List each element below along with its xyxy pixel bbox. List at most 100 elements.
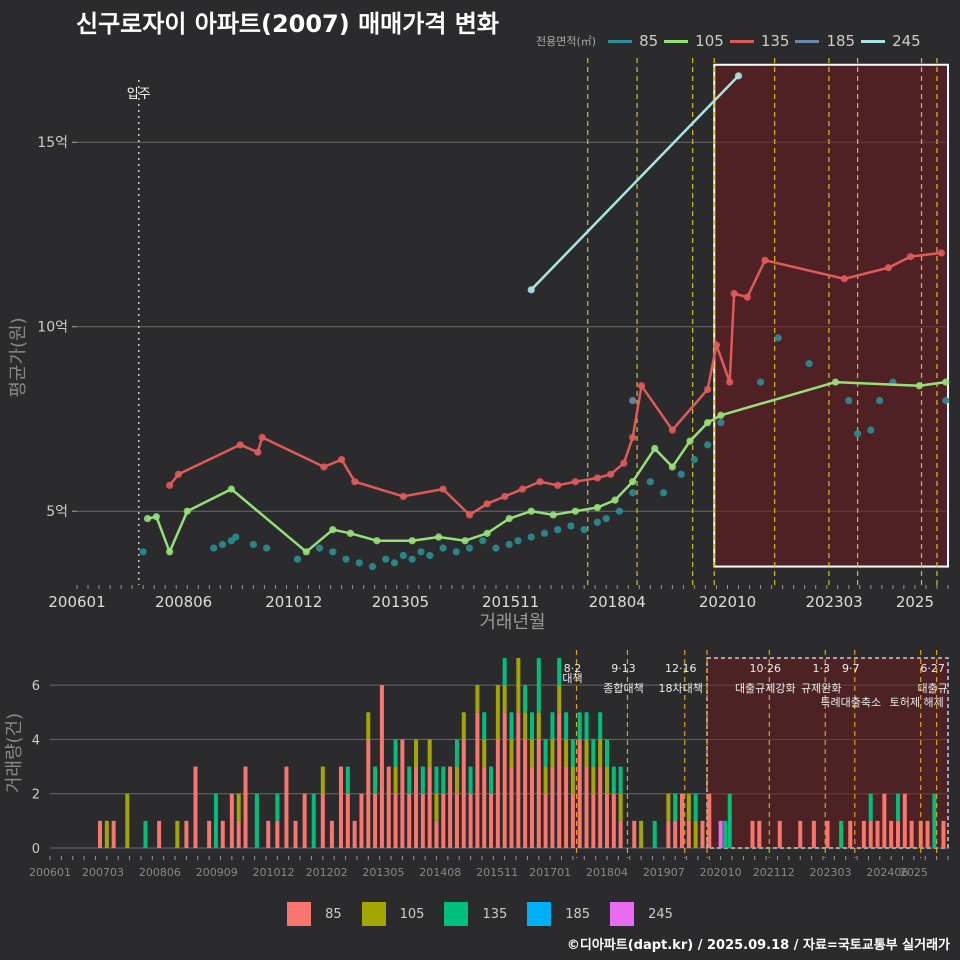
- y-tick-label: 10억: [37, 320, 68, 336]
- bar-85: [266, 820, 271, 848]
- bar-85: [220, 820, 225, 848]
- data-point-105: [942, 378, 950, 386]
- series-line-105: [147, 380, 946, 556]
- data-point-135: [629, 433, 637, 442]
- y-axis-title: 평균가(원): [8, 317, 29, 397]
- bar-105: [618, 793, 623, 821]
- legend-label: 85: [639, 32, 659, 50]
- data-point-85: [567, 522, 575, 530]
- data-point-245: [527, 286, 535, 294]
- bar-85: [302, 793, 307, 848]
- bar-85: [509, 766, 514, 848]
- data-point-105: [549, 511, 557, 519]
- bar-85: [482, 766, 487, 848]
- data-point-105: [527, 507, 535, 515]
- bar-85: [875, 820, 880, 848]
- legend-item-135: 135: [729, 32, 789, 50]
- legend-swatch: [861, 39, 886, 43]
- bar-legend-label: 135: [482, 906, 508, 922]
- data-point-105: [435, 533, 443, 541]
- bar-85: [909, 820, 914, 848]
- bar-legend-label: 85: [325, 906, 342, 922]
- bar-135: [407, 766, 412, 794]
- bar-135: [570, 739, 575, 767]
- bar-105: [427, 739, 432, 767]
- data-point-85: [942, 396, 950, 405]
- x-tick-label: 201804: [589, 593, 646, 611]
- data-point-85: [232, 533, 240, 541]
- bar-135: [723, 820, 728, 848]
- bar-x-tick-label: 201305: [362, 866, 404, 879]
- data-point-85: [845, 396, 853, 405]
- data-point-105: [166, 548, 174, 556]
- data-point-105: [915, 382, 923, 390]
- data-point-105: [668, 463, 676, 471]
- bar-85: [461, 739, 466, 848]
- data-point-135: [174, 470, 183, 478]
- data-point-105: [346, 529, 355, 537]
- policy-date-label: 1·3: [812, 662, 830, 675]
- bar-85: [366, 739, 371, 848]
- bar-105: [461, 712, 466, 740]
- bar-legend-swatch: [610, 902, 635, 926]
- bar-x-tick-label: 202112: [753, 866, 795, 879]
- bar-135: [143, 820, 148, 848]
- data-point-135: [536, 478, 544, 486]
- policy-date-label: 8·2: [564, 662, 582, 675]
- bar-85: [811, 820, 816, 848]
- bar-85: [618, 820, 623, 848]
- bar-85: [352, 820, 357, 848]
- data-point-85: [368, 562, 377, 571]
- data-point-85: [139, 548, 147, 556]
- bar-135: [591, 739, 596, 767]
- data-point-85: [540, 529, 549, 537]
- data-point-105: [505, 514, 513, 523]
- data-point-85: [677, 470, 685, 478]
- bar-85: [236, 820, 241, 848]
- bar-85: [798, 820, 803, 848]
- bar-135: [598, 712, 603, 740]
- data-point-105: [629, 478, 637, 486]
- data-point-85: [602, 514, 610, 523]
- bar-135: [345, 766, 350, 794]
- bar-85: [243, 766, 248, 848]
- bar-105: [686, 793, 691, 821]
- y-tick-label: 15억: [37, 135, 68, 151]
- bar-y-axis-title: 거래량(건): [4, 713, 25, 793]
- bar-85: [750, 820, 755, 848]
- data-point-105: [227, 485, 235, 493]
- bar-105: [393, 766, 398, 794]
- data-point-135: [338, 455, 346, 464]
- bar-85: [284, 766, 289, 848]
- move-in-label: 입주: [127, 87, 151, 102]
- bar-85: [448, 766, 453, 848]
- data-point-135: [743, 293, 751, 301]
- data-point-135: [166, 481, 174, 489]
- legend-swatch: [608, 39, 633, 43]
- policy-name-label: 대출규: [917, 682, 947, 695]
- bar-85: [157, 820, 162, 848]
- data-point-85: [293, 555, 302, 563]
- bar-135: [673, 793, 678, 821]
- bar-x-tick-label: 201202: [306, 866, 348, 879]
- bar-105: [693, 820, 698, 848]
- bar-legend-swatch: [361, 902, 386, 926]
- bar-85: [193, 766, 198, 848]
- bar-105: [550, 739, 555, 767]
- bar-y-tick-label: 2: [32, 788, 40, 803]
- data-point-185: [629, 396, 637, 405]
- bar-legend: 85 105 135 185 245: [0, 900, 960, 928]
- x-tick-label: 2025: [896, 593, 934, 611]
- bar-105: [591, 766, 596, 794]
- data-point-135: [637, 382, 646, 390]
- data-point-135: [554, 481, 562, 489]
- data-point-135: [593, 474, 601, 482]
- legend-swatch: [729, 39, 754, 43]
- bar-85: [434, 820, 439, 848]
- legend-item-185: 185: [795, 32, 855, 50]
- data-point-105: [651, 444, 659, 453]
- bar-85: [516, 712, 521, 848]
- bar-x-tick-label: 202010: [700, 866, 742, 879]
- bar-x-tick-label: 200703: [82, 866, 124, 879]
- policy-name-label: 대출규제강화: [735, 682, 796, 695]
